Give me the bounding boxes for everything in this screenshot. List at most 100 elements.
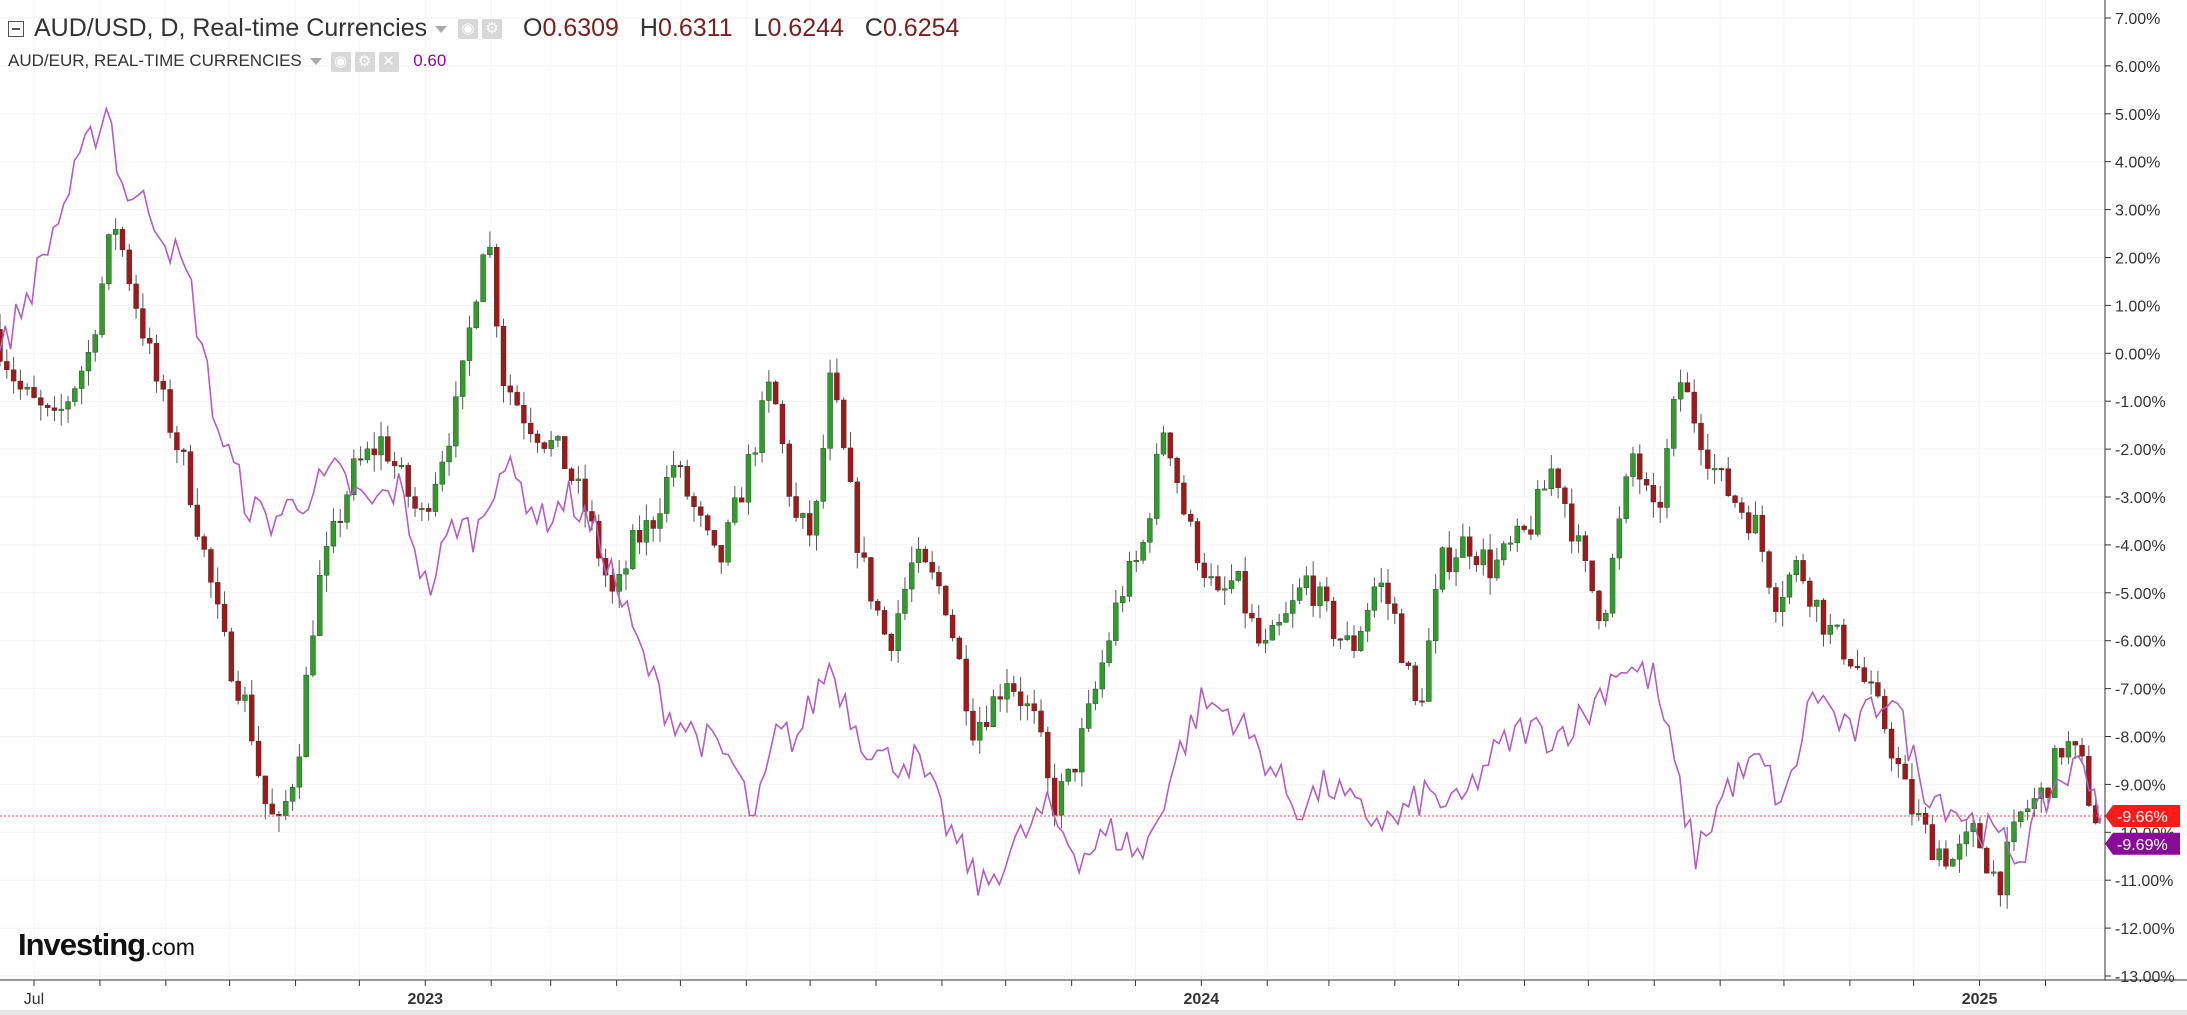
candle-down [704, 515, 711, 531]
candle-up [1616, 518, 1623, 559]
candle-down [1922, 813, 1929, 825]
candle-up [92, 334, 98, 353]
candle-down [528, 422, 534, 435]
symbol-title: AUD/USD, D, Real-time Currencies [34, 14, 428, 42]
candle-up [813, 501, 820, 536]
candle-down [1589, 560, 1595, 592]
candle-down [371, 448, 377, 456]
candle-up [1153, 453, 1160, 519]
open-label: O [523, 14, 543, 42]
compare-visibility-icon[interactable]: ◉ [330, 51, 351, 72]
candle-down [208, 549, 214, 583]
candle-down [568, 468, 575, 481]
candle-up [106, 234, 112, 284]
candle-up [1609, 557, 1616, 614]
candle-down [888, 633, 895, 651]
candle-up [759, 400, 765, 453]
candle-down [1637, 453, 1643, 480]
candle-down [357, 458, 364, 461]
collapse-icon[interactable] [8, 21, 24, 38]
candle-down [1902, 763, 1908, 780]
candle-down [1201, 562, 1208, 578]
candle-up [289, 787, 296, 802]
y-tick-label: -7.00% [2115, 682, 2166, 699]
candle-down [841, 399, 847, 449]
candle-down [1215, 576, 1221, 591]
candle-down [1868, 681, 1874, 684]
candle-up [1834, 624, 1840, 627]
candle-up [99, 283, 105, 335]
candle-down [738, 497, 745, 503]
candle-down [711, 530, 718, 546]
candle-up [643, 520, 650, 543]
candle-down [1854, 666, 1861, 668]
candle-down [779, 403, 786, 445]
candle-up [419, 508, 425, 511]
compare-close-icon[interactable]: ✕ [378, 51, 399, 72]
x-tick-label: 2023 [407, 991, 443, 1008]
candle-down [1759, 514, 1765, 552]
candle-up [1426, 640, 1432, 702]
compare-caret-icon[interactable] [309, 58, 322, 66]
candle-down [1181, 482, 1187, 515]
candle-up [725, 522, 731, 563]
candle-up [1119, 596, 1126, 604]
candle-up [1303, 575, 1310, 588]
candle-down [276, 814, 282, 816]
dropdown-caret-icon[interactable] [435, 25, 448, 33]
candle-up [990, 696, 997, 727]
candle-down [983, 722, 990, 727]
settings-icon[interactable]: ⚙ [482, 19, 503, 40]
candle-down [1038, 710, 1044, 733]
close-label: C [864, 14, 883, 42]
candle-up [2011, 821, 2017, 843]
candle-up [58, 408, 64, 411]
visibility-icon[interactable]: ◉ [458, 19, 479, 40]
candle-up [1453, 557, 1459, 573]
candle-down [1398, 613, 1405, 664]
candle-down [1650, 484, 1657, 503]
candle-down [793, 496, 799, 518]
candle-down [636, 530, 643, 543]
candle-up [1541, 488, 1548, 491]
candle-up [664, 477, 670, 514]
candle-up [555, 436, 561, 441]
candle-up [1371, 586, 1378, 611]
candle-down [698, 506, 704, 516]
candle-up [1664, 448, 1670, 508]
candle-down [1875, 682, 1881, 697]
candle-up [1494, 559, 1500, 579]
candle-down [1684, 382, 1691, 393]
usd-last-badge-bg [2105, 805, 2180, 828]
investing-logo[interactable]: Investing.com [18, 927, 195, 963]
bottom-scroll-bar[interactable] [0, 1010, 2187, 1015]
candle-down [677, 465, 684, 468]
candle-down [1521, 525, 1527, 530]
candle-up [1575, 535, 1582, 542]
candle-down [119, 229, 126, 251]
candle-down [1466, 536, 1473, 557]
candle-up [1793, 560, 1799, 576]
candle-down [1419, 700, 1425, 703]
candle-up [1317, 586, 1323, 606]
candle-down [772, 381, 779, 405]
candle-up [1603, 613, 1609, 622]
candle-up [1099, 662, 1105, 690]
candle-down [718, 545, 724, 563]
candle-down [1909, 779, 1915, 815]
x-axis-ticks: Jul 2023 2024 2025 [24, 980, 2046, 1008]
candle-up [364, 448, 371, 461]
candle-up [1283, 613, 1289, 623]
candle-down [405, 465, 411, 497]
candle-up [1092, 688, 1099, 704]
candle-up [670, 465, 677, 478]
aud-eur-line [0, 105, 2102, 896]
candle-up [446, 445, 452, 463]
candle-down [1412, 665, 1418, 701]
candle-down [1800, 560, 1806, 582]
candle-down [255, 740, 262, 777]
candle-up [296, 756, 303, 788]
compare-value: 0.60 [413, 51, 447, 70]
compare-settings-icon[interactable]: ⚙ [354, 51, 375, 72]
